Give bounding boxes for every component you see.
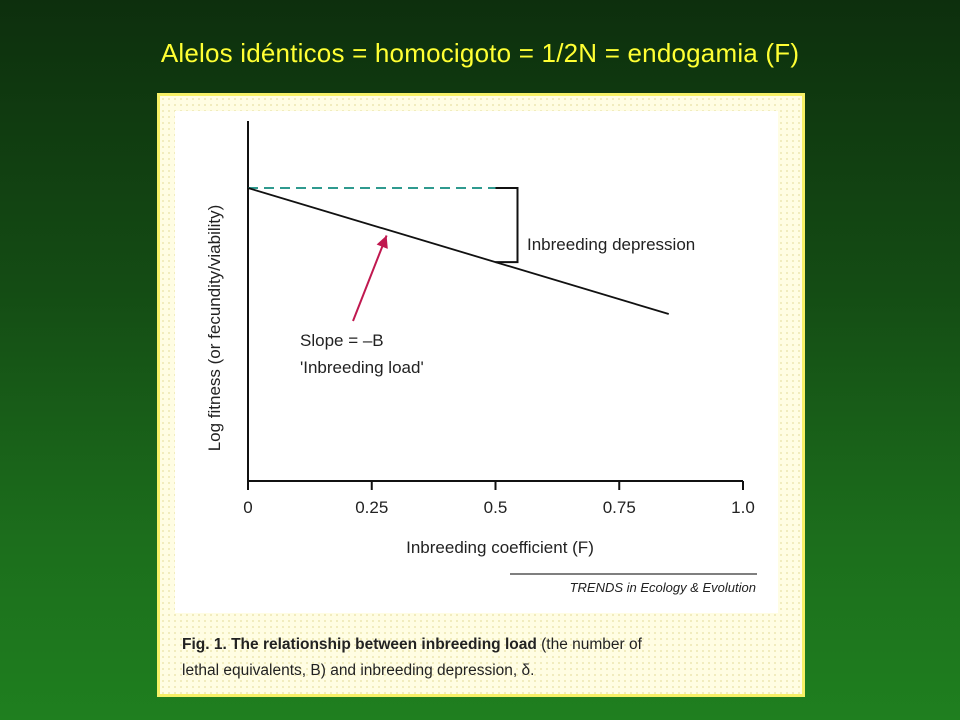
caption-line-1: (the number of	[536, 636, 642, 653]
chart: 0 0.25 0.5 0.75 1.0 Log fitness (or fecundit…	[160, 96, 802, 694]
chart-marks	[247, 187, 670, 322]
axes: 0 0.25 0.5 0.75 1.0	[243, 121, 755, 517]
x-tick-label-2: 0.5	[484, 498, 508, 517]
x-tick-label-4: 1.0	[731, 498, 755, 517]
bracket-label: Inbreeding depression	[527, 235, 695, 254]
slope-arrow-head	[376, 235, 388, 249]
figure-caption-line-2: lethal equivalents, B) and inbreeding de…	[182, 662, 535, 679]
plot-panel	[175, 111, 778, 613]
source-credit: TRENDS in Ecology & Evolution	[570, 580, 756, 595]
x-tick-label-3: 0.75	[603, 498, 636, 517]
figure-frame: 0 0.25 0.5 0.75 1.0 Log fitness (or fecundit…	[157, 93, 805, 697]
slope-label: Slope = –B	[300, 331, 384, 350]
x-tick-label-1: 0.25	[355, 498, 388, 517]
slide-title: Alelos idénticos = homocigoto = 1/2N = e…	[160, 38, 800, 68]
fitness-line	[247, 187, 670, 315]
x-axis-label: Inbreeding coefficient (F)	[406, 538, 594, 557]
depression-bracket	[495, 187, 519, 264]
slope-arrow	[352, 235, 388, 322]
y-axis-label: Log fitness (or fecundity/viability)	[205, 205, 224, 452]
x-tick-label-0: 0	[243, 498, 252, 517]
slope-sublabel: 'Inbreeding load'	[300, 358, 424, 377]
caption-bold: Fig. 1. The relationship between inbreed…	[182, 636, 537, 653]
figure-caption: Fig. 1. The relationship between inbreed…	[182, 636, 782, 654]
